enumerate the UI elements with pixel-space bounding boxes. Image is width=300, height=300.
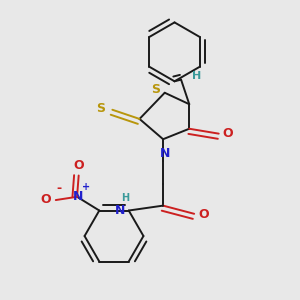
Text: S: S bbox=[151, 83, 160, 96]
Text: O: O bbox=[223, 127, 233, 140]
Text: O: O bbox=[198, 208, 209, 221]
Text: N: N bbox=[160, 147, 170, 161]
Text: N: N bbox=[73, 190, 83, 203]
Text: +: + bbox=[82, 182, 90, 191]
Text: H: H bbox=[122, 193, 130, 203]
Text: H: H bbox=[191, 71, 201, 81]
Text: -: - bbox=[56, 182, 61, 195]
Text: N: N bbox=[115, 204, 125, 217]
Text: O: O bbox=[74, 159, 84, 172]
Text: S: S bbox=[96, 102, 105, 115]
Text: O: O bbox=[40, 193, 51, 206]
